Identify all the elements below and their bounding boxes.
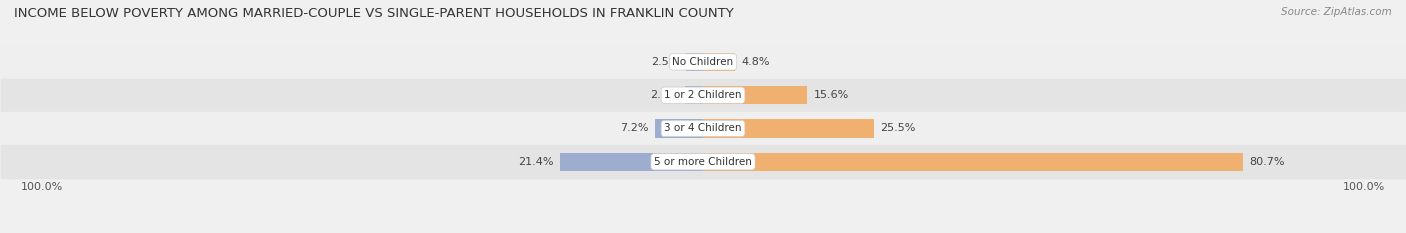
Text: 100.0%: 100.0% (1343, 182, 1385, 192)
Bar (685, 86, 703, 104)
Text: 3 or 4 Children: 3 or 4 Children (664, 123, 742, 134)
Text: 4.8%: 4.8% (742, 57, 770, 67)
Text: INCOME BELOW POVERTY AMONG MARRIED-COUPLE VS SINGLE-PARENT HOUSEHOLDS IN FRANKLI: INCOME BELOW POVERTY AMONG MARRIED-COUPL… (14, 7, 734, 20)
Bar (686, 53, 703, 71)
Text: 15.6%: 15.6% (814, 90, 849, 100)
Text: No Children: No Children (672, 57, 734, 67)
Bar (703, 53, 735, 71)
Bar (0, 45, 1406, 79)
Text: 2.7%: 2.7% (650, 90, 678, 100)
Bar (703, 119, 873, 138)
Bar (0, 145, 1406, 178)
Text: 21.4%: 21.4% (517, 157, 553, 167)
Text: Source: ZipAtlas.com: Source: ZipAtlas.com (1281, 7, 1392, 17)
Bar (0, 79, 1406, 112)
Bar (560, 153, 703, 171)
Text: 100.0%: 100.0% (21, 182, 63, 192)
Bar (655, 119, 703, 138)
Text: 2.5%: 2.5% (651, 57, 679, 67)
Text: 1 or 2 Children: 1 or 2 Children (664, 90, 742, 100)
Bar (0, 112, 1406, 145)
Text: 25.5%: 25.5% (880, 123, 915, 134)
Bar (703, 86, 807, 104)
Text: 5 or more Children: 5 or more Children (654, 157, 752, 167)
Text: 80.7%: 80.7% (1250, 157, 1285, 167)
Bar (703, 153, 1243, 171)
Text: 7.2%: 7.2% (620, 123, 648, 134)
